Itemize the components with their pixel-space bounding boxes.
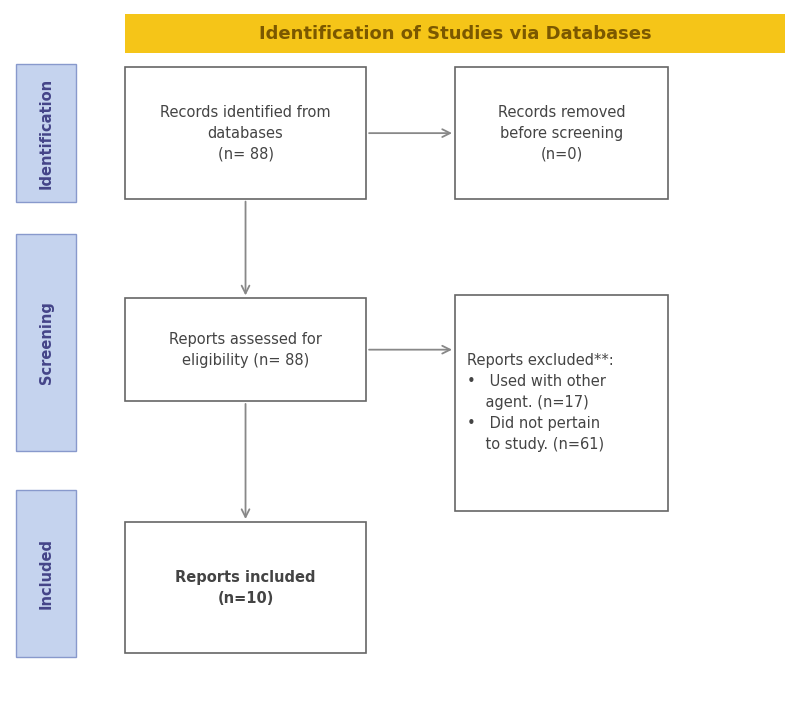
FancyBboxPatch shape	[455, 295, 668, 511]
FancyBboxPatch shape	[125, 522, 366, 653]
Text: Reports excluded**:
•   Used with other
    agent. (n=17)
•   Did not pertain
  : Reports excluded**: • Used with other ag…	[467, 354, 613, 452]
Text: Records removed
before screening
(n=0): Records removed before screening (n=0)	[497, 104, 625, 162]
Text: Records identified from
databases
(n= 88): Records identified from databases (n= 88…	[160, 104, 331, 162]
FancyBboxPatch shape	[16, 234, 76, 451]
Text: Identification of Studies via Databases: Identification of Studies via Databases	[258, 25, 651, 43]
FancyBboxPatch shape	[16, 490, 76, 657]
FancyBboxPatch shape	[455, 67, 668, 199]
Text: Included: Included	[39, 538, 54, 608]
Text: Reports assessed for
eligibility (n= 88): Reports assessed for eligibility (n= 88)	[169, 332, 322, 368]
Text: Reports included
(n=10): Reports included (n=10)	[175, 569, 316, 606]
FancyBboxPatch shape	[125, 14, 785, 53]
FancyBboxPatch shape	[16, 64, 76, 202]
Text: Identification: Identification	[39, 77, 54, 189]
Text: Screening: Screening	[39, 301, 54, 384]
FancyBboxPatch shape	[125, 298, 366, 401]
FancyBboxPatch shape	[125, 67, 366, 199]
